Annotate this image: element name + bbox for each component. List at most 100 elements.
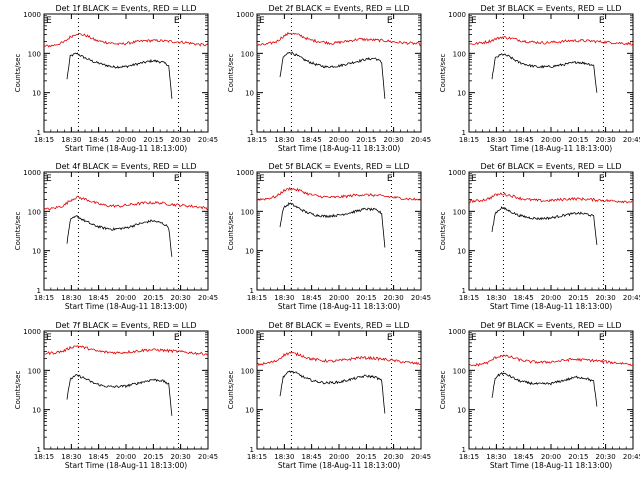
x-tick-label: 18:30 [61, 453, 81, 461]
x-tick-label: 20:15 [143, 453, 163, 461]
e-marker-label: E [174, 333, 180, 343]
x-tick-label: 20:00 [541, 453, 561, 461]
x-tick-label: 20:00 [329, 136, 349, 144]
y-tick-label: 1 [462, 287, 466, 295]
events-series-line [491, 372, 598, 407]
y-tick-label: 10 [457, 248, 466, 256]
x-tick-label: 20:15 [568, 136, 588, 144]
x-tick-label: 18:45 [89, 294, 109, 302]
x-tick-label: 18:15 [459, 453, 479, 461]
y-tick-label: 1000 [448, 169, 466, 177]
x-tick-label: 20:15 [356, 294, 376, 302]
y-tick-label: 10 [245, 407, 254, 415]
e-marker-label: E [387, 174, 393, 184]
e-marker-label: E [471, 174, 477, 184]
y-tick-label: 1000 [448, 11, 466, 19]
x-tick-label: 18:30 [274, 136, 294, 144]
x-tick-label: 18:45 [514, 136, 534, 144]
y-axis-label: Counts/sec [227, 54, 235, 93]
e-marker-label: E [599, 174, 605, 184]
x-tick-label: 20:00 [541, 136, 561, 144]
panel-9: Det 9f BLACK = Events, RED = LLD 1 10 100 10… [439, 321, 640, 470]
y-tick-label: 1 [37, 129, 41, 137]
panel-6: Det 6f BLACK = Events, RED = LLD 1 10 100 10… [439, 162, 640, 311]
events-series-line [279, 370, 386, 414]
x-tick-label: 20:30 [596, 294, 616, 302]
events-series-line [279, 202, 386, 248]
x-tick-label: 18:30 [274, 453, 294, 461]
y-tick-label: 100 [241, 367, 254, 375]
e-marker-label: E [387, 333, 393, 343]
x-tick-label: 20:00 [116, 294, 136, 302]
y-tick-label: 1 [37, 446, 41, 454]
y-tick-label: 100 [453, 367, 466, 375]
x-tick-label: 18:45 [302, 294, 322, 302]
y-axis-label: Counts/sec [439, 54, 447, 93]
x-tick-label: 18:15 [34, 294, 54, 302]
plot-frame [43, 13, 209, 133]
panel-title: Det 7f BLACK = Events, RED = LLD [55, 321, 196, 330]
y-axis-label: Counts/sec [14, 371, 22, 410]
x-tick-label: 18:30 [486, 294, 506, 302]
e-marker-label: E [471, 16, 477, 26]
x-tick-label: 20:30 [171, 453, 191, 461]
x-tick-label: 20:30 [384, 294, 404, 302]
x-tick-label: 20:15 [356, 453, 376, 461]
events-series-line [66, 215, 173, 257]
x-tick-label: 18:45 [89, 136, 109, 144]
lld-series-line [256, 351, 422, 367]
x-tick-label: 20:45 [198, 453, 218, 461]
events-series-line [279, 51, 386, 99]
plot-frame [468, 171, 634, 291]
x-axis-label: Start Time (18-Aug-11 18:13:00) [490, 144, 612, 153]
panel-5: Det 5f BLACK = Events, RED = LLD 1 10 100 10… [227, 162, 431, 311]
y-tick-label: 1 [462, 129, 466, 137]
x-tick-label: 20:30 [171, 294, 191, 302]
y-tick-label: 1 [37, 287, 41, 295]
y-tick-label: 10 [245, 90, 254, 98]
x-tick-label: 18:15 [34, 453, 54, 461]
lld-series-line [257, 31, 422, 47]
panel-title: Det 3f BLACK = Events, RED = LLD [480, 4, 621, 13]
x-axis-label: Start Time (18-Aug-11 18:13:00) [490, 461, 612, 470]
panel-title: Det 4f BLACK = Events, RED = LLD [55, 162, 196, 171]
events-series-line [491, 206, 598, 245]
e-marker-label: E [174, 16, 180, 26]
panel-1: Det 1f BLACK = Events, RED = LLD 1 10 100 10… [14, 4, 218, 153]
y-tick-label: 100 [241, 208, 254, 216]
plot-frame [256, 13, 422, 133]
x-axis-label: Start Time (18-Aug-11 18:13:00) [278, 144, 400, 153]
panel-title: Det 1f BLACK = Events, RED = LLD [55, 4, 196, 13]
panel-7: Det 7f BLACK = Events, RED = LLD 1 10 100 10… [14, 321, 218, 470]
x-tick-label: 18:45 [514, 294, 534, 302]
x-tick-label: 18:30 [486, 453, 506, 461]
x-tick-label: 20:45 [198, 136, 218, 144]
e-marker-label: E [174, 174, 180, 184]
panel-title: Det 8f BLACK = Events, RED = LLD [268, 321, 409, 330]
y-tick-label: 100 [28, 50, 41, 58]
x-tick-label: 20:15 [143, 294, 163, 302]
x-tick-label: 18:15 [459, 136, 479, 144]
y-axis-label: Counts/sec [439, 212, 447, 251]
x-axis-label: Start Time (18-Aug-11 18:13:00) [278, 302, 400, 311]
y-tick-label: 100 [28, 367, 41, 375]
y-tick-label: 1000 [23, 11, 41, 19]
y-axis-label: Counts/sec [14, 54, 22, 93]
plot-frame [256, 171, 422, 291]
x-tick-label: 20:15 [356, 136, 376, 144]
x-tick-label: 20:00 [116, 136, 136, 144]
x-tick-label: 20:15 [568, 453, 588, 461]
x-tick-label: 20:45 [623, 294, 640, 302]
lld-series-line [468, 192, 634, 204]
lld-series-line [468, 36, 634, 46]
e-marker-label: E [259, 16, 265, 26]
panel-8: Det 8f BLACK = Events, RED = LLD 1 10 100 10… [227, 321, 431, 470]
y-axis-label: Counts/sec [439, 371, 447, 410]
panel-title: Det 6f BLACK = Events, RED = LLD [480, 162, 621, 171]
panel-title: Det 5f BLACK = Events, RED = LLD [268, 162, 409, 171]
e-marker-label: E [599, 333, 605, 343]
y-tick-label: 1000 [236, 328, 254, 336]
x-tick-label: 20:30 [596, 453, 616, 461]
e-marker-label: E [46, 16, 52, 26]
y-tick-label: 10 [32, 407, 41, 415]
